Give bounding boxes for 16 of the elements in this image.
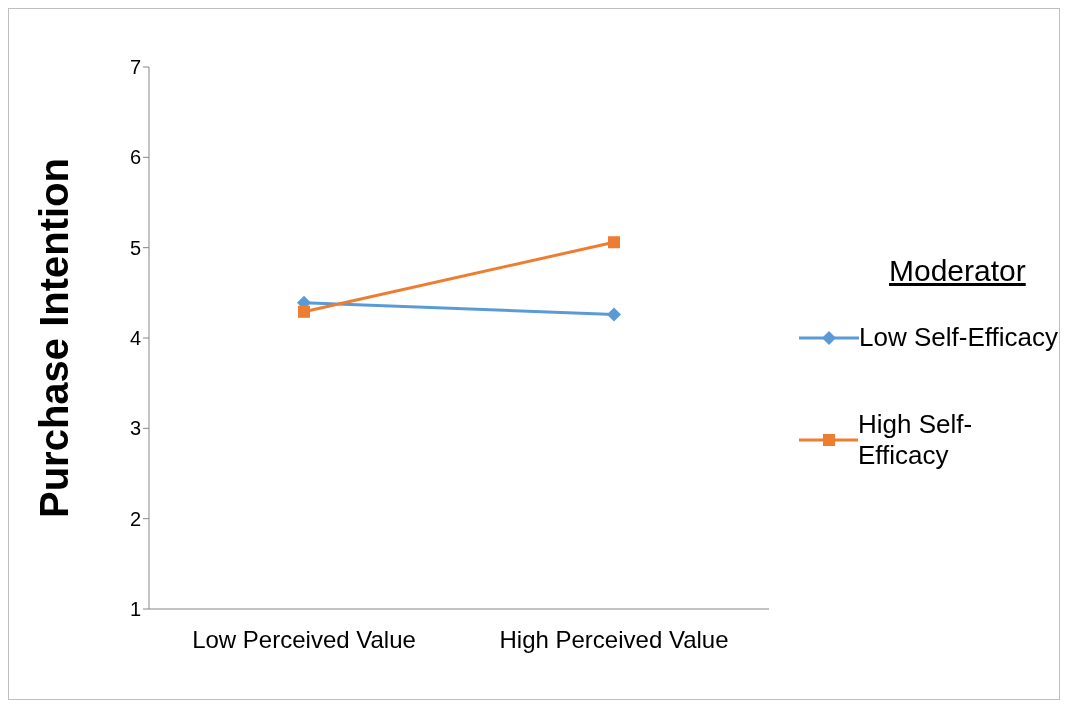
- legend-label: High Self-Efficacy: [857, 409, 974, 471]
- y-tick-label: 5: [129, 236, 141, 259]
- x-tick-label: High Perceived Value: [499, 626, 729, 654]
- y-tick-label: 1: [129, 598, 141, 621]
- y-axis-title: Purchase Intention: [32, 157, 77, 519]
- y-tick-label: 4: [129, 327, 141, 350]
- y-tick-label: 6: [129, 146, 141, 169]
- point: [298, 305, 310, 318]
- y-tick-label: 7: [129, 56, 141, 79]
- point: [607, 307, 621, 322]
- y-tick-label: 2: [129, 507, 141, 530]
- x-tick-label: Low Perceived Value: [192, 626, 416, 654]
- legend-label: Low Self-Efficacy: [859, 322, 1058, 353]
- point: [608, 236, 620, 249]
- y-tick-label: 3: [129, 417, 141, 440]
- legend-title: Moderator: [889, 254, 1027, 288]
